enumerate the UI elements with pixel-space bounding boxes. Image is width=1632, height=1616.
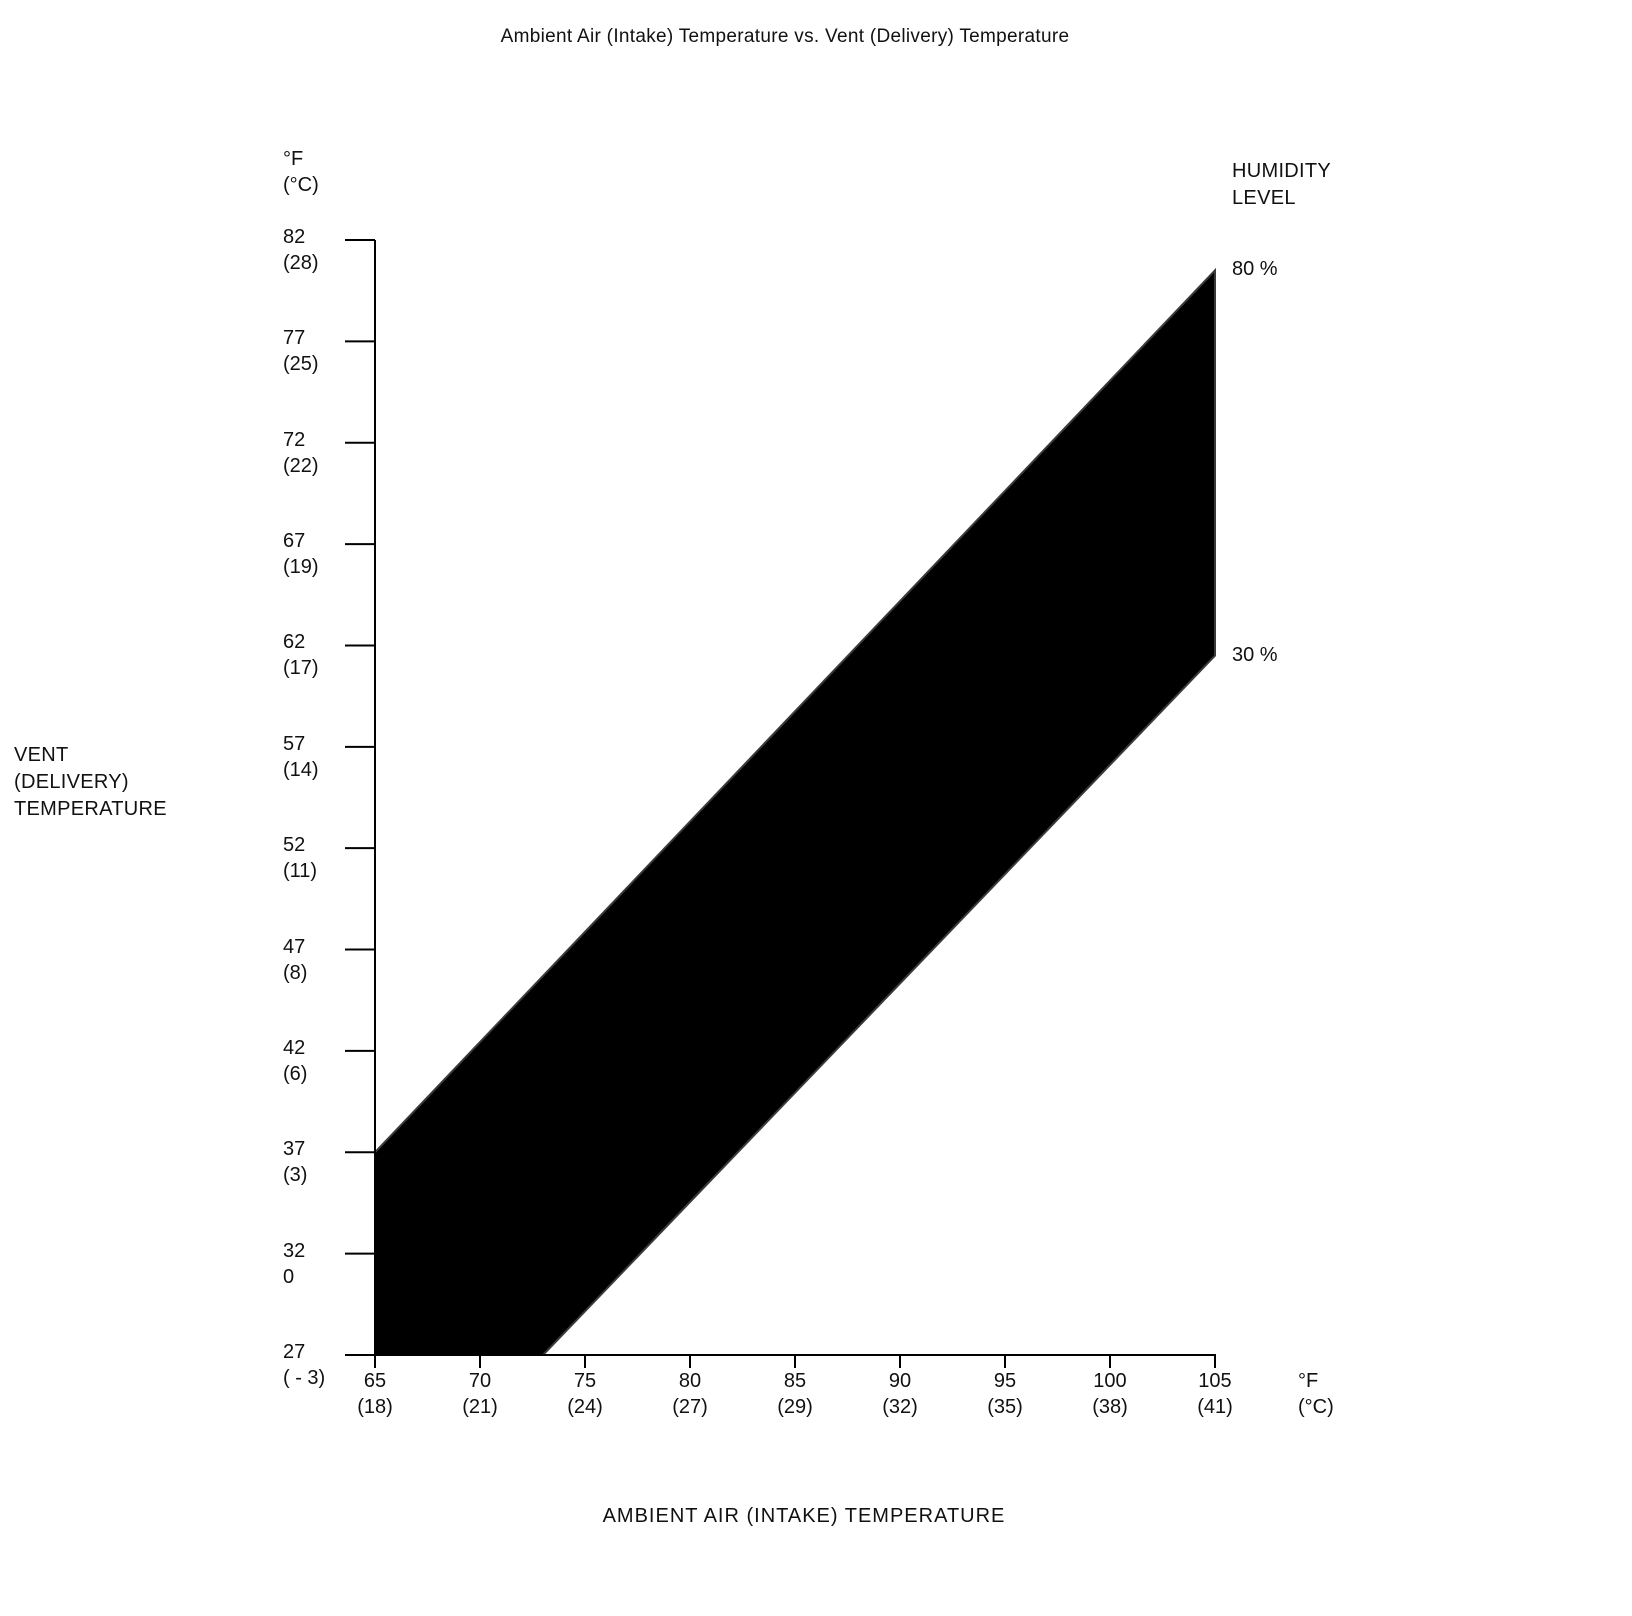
x-tick-label: 95 (35) (987, 1370, 1023, 1418)
y-tick-label: 77 (25) (283, 327, 319, 376)
legend-humidity-level: HUMIDITY LEVEL (1232, 158, 1331, 212)
x-axis-unit-label: °F (°C) (1298, 1368, 1334, 1420)
y-axis-title: VENT (DELIVERY) TEMPERATURE (14, 742, 167, 823)
x-unit-c: (°C) (1298, 1396, 1334, 1418)
y-unit-f: °F (283, 148, 304, 170)
y-tick-label: 52 (11) (283, 834, 318, 883)
y-tick-label: 67 (19) (283, 530, 319, 579)
y-tick-label: 42 (6) (283, 1036, 308, 1085)
x-tick-label: 90 (32) (882, 1370, 918, 1418)
y-tick-label: 57 (14) (283, 732, 319, 781)
y-axis-unit-label: °F (°C) (283, 146, 319, 198)
y-tick-label: 47 (8) (283, 935, 308, 984)
x-tick-label: 100 (38) (1092, 1370, 1128, 1418)
x-axis-title: AMBIENT AIR (INTAKE) TEMPERATURE (602, 1505, 1006, 1527)
y-tick-label: 62 (17) (283, 631, 319, 680)
humidity-band (374, 267, 1216, 1356)
x-tick-label: 85 (29) (777, 1370, 813, 1418)
legend-line-2: LEVEL (1232, 187, 1296, 209)
y-axis-title-line-3: TEMPERATURE (14, 798, 167, 820)
x-tick-label: 65 (18) (357, 1370, 393, 1418)
y-tick-label: 27( - 3) (283, 1341, 326, 1389)
x-tick-label: 70 (21) (462, 1370, 498, 1418)
y-tick-label: 82 (28) (283, 226, 319, 274)
x-tick-label: 75 (24) (567, 1370, 603, 1418)
legend-line-1: HUMIDITY (1232, 160, 1332, 182)
series-label-30-percent: 30 % (1232, 644, 1278, 666)
y-unit-c: (°C) (283, 174, 319, 196)
x-tick-label: 80 (27) (672, 1370, 708, 1418)
series-label-80-percent: 80 % (1232, 258, 1278, 280)
x-unit-f: °F (1298, 1370, 1319, 1392)
y-tick-label: 32 0 (283, 1239, 306, 1288)
chart-title: Ambient Air (Intake) Temperature vs. Ven… (500, 26, 1070, 47)
y-axis-title-line-2: (DELIVERY) (14, 771, 129, 793)
x-tick-label: 105 (41) (1197, 1370, 1233, 1418)
y-axis-title-line-1: VENT (14, 744, 69, 766)
y-tick-label: 72 (22) (283, 428, 319, 477)
y-tick-label: 37 (3) (283, 1138, 308, 1187)
